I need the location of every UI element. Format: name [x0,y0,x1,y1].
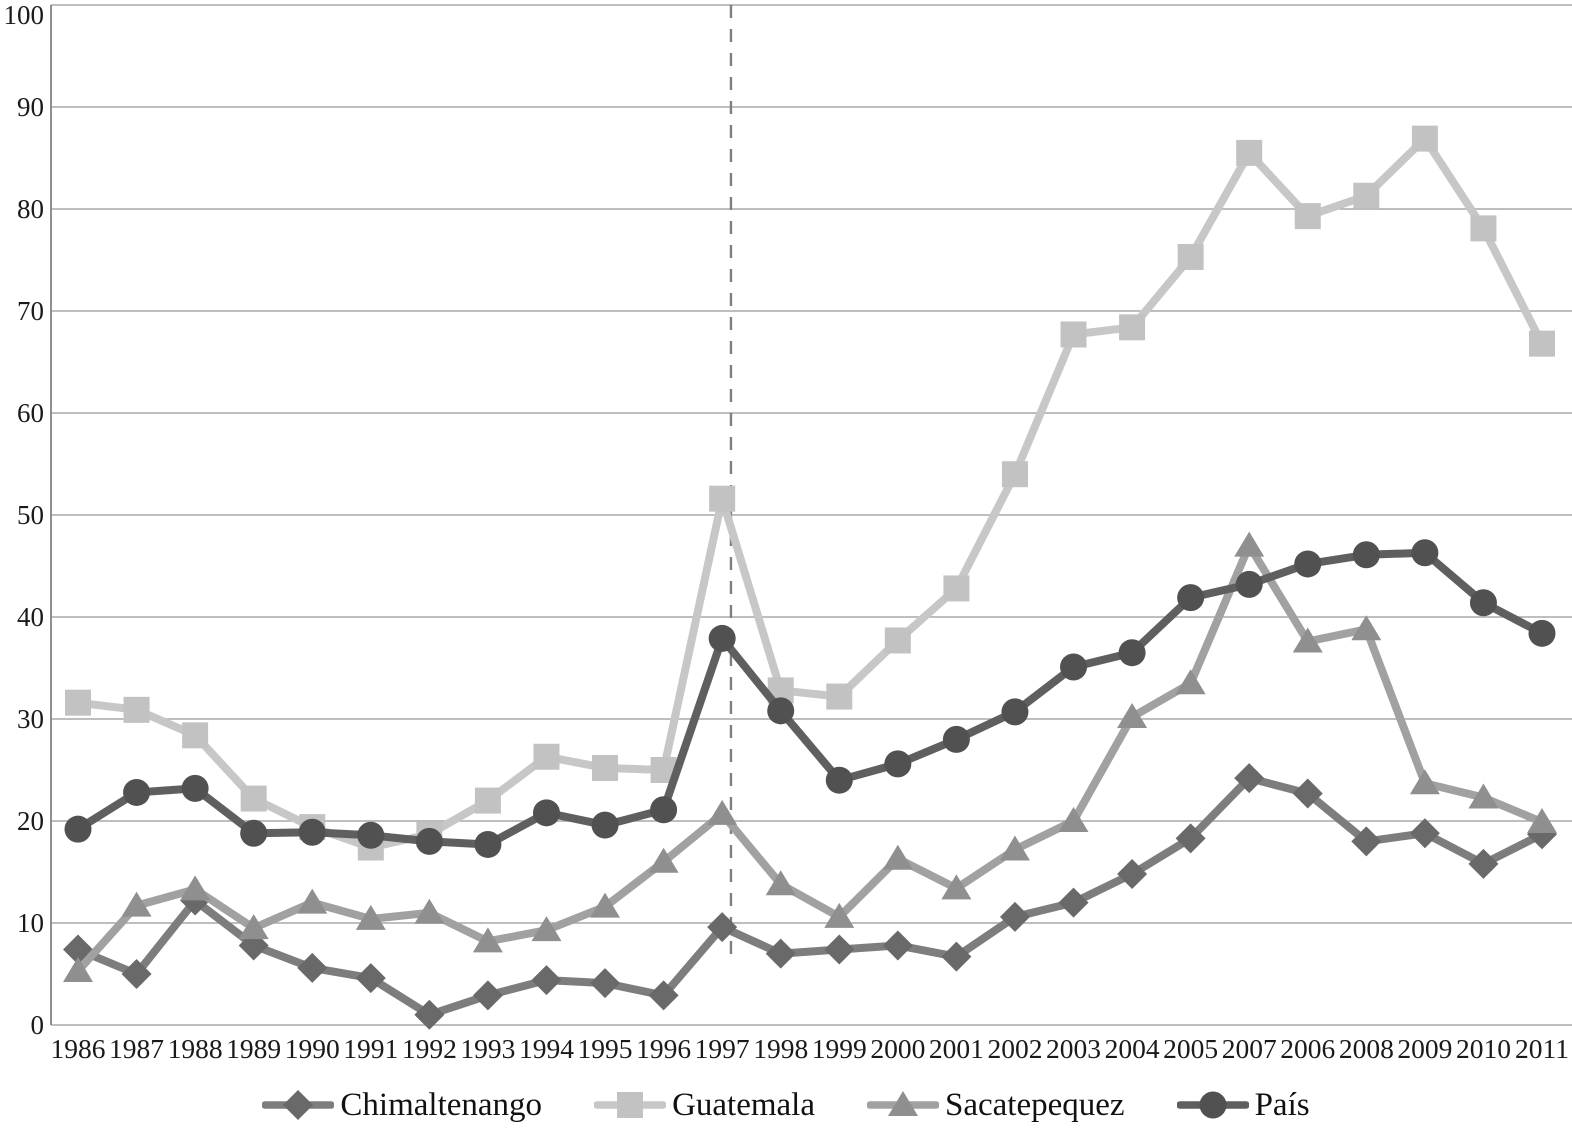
svg-text:2003: 2003 [1046,1033,1101,1064]
svg-text:1989: 1989 [226,1033,281,1064]
legend-item-sacatepequez: Sacatepequez [867,1086,1125,1124]
svg-text:1987: 1987 [109,1033,164,1064]
svg-text:2007: 2007 [1222,1033,1277,1064]
svg-text:20: 20 [17,806,44,836]
svg-text:50: 50 [17,500,44,530]
series-pas [64,539,1556,858]
svg-text:2009: 2009 [1397,1033,1452,1064]
legend-item-pas: País [1176,1086,1310,1124]
svg-text:2010: 2010 [1456,1033,1511,1064]
chart-legend: Chimaltenango Guatemala Sacatepequez País [0,1078,1572,1132]
svg-text:2002: 2002 [987,1033,1042,1064]
svg-text:2005: 2005 [1163,1033,1218,1064]
triangle-legend-marker-icon [867,1091,939,1116]
series-sacatepequez [63,531,1557,982]
series-markers-pas [64,539,1556,858]
svg-text:1995: 1995 [578,1033,633,1064]
series-chimaltenango [63,763,1557,1030]
svg-text:2001: 2001 [929,1033,984,1064]
svg-text:40: 40 [17,602,44,632]
legend-item-guatemala: Guatemala [594,1086,815,1124]
svg-text:30: 30 [17,704,44,734]
x-axis-tick-labels: 1986 1987 1988 1989 1990 1991 1992 1993 1994 1995… [51,1033,1569,1064]
svg-text:2011: 2011 [1515,1033,1569,1064]
circle-legend-marker-icon [1176,1091,1249,1119]
svg-text:2008: 2008 [1339,1033,1394,1064]
svg-text:70: 70 [17,296,44,326]
gridlines [51,4,1572,1026]
svg-text:100: 100 [4,0,45,30]
square-legend-marker-icon [594,1092,667,1118]
svg-text:10: 10 [17,908,44,938]
svg-text:1996: 1996 [636,1033,691,1064]
legend-label-pas: País [1254,1086,1310,1123]
svg-text:60: 60 [17,398,44,428]
svg-text:1986: 1986 [51,1033,106,1064]
legend-label-chimaltenango: Chimaltenango [340,1086,543,1123]
svg-text:1998: 1998 [753,1033,808,1064]
y-axis-tick-labels: 0 10 20 30 40 50 60 70 80 90 100 [4,0,45,1040]
svg-text:1990: 1990 [285,1033,340,1064]
svg-text:1991: 1991 [343,1033,398,1064]
legend-label-guatemala: Guatemala [672,1086,815,1123]
series-markers-chimaltenango [63,763,1557,1030]
series-line-sacatepequez [74,541,1546,975]
series-markers-sacatepequez [63,531,1557,982]
svg-text:1992: 1992 [402,1033,457,1064]
svg-text:2006: 2006 [1280,1033,1335,1064]
svg-text:1993: 1993 [460,1033,515,1064]
svg-text:80: 80 [17,194,44,224]
svg-text:0: 0 [31,1010,45,1040]
svg-text:1988: 1988 [168,1033,223,1064]
svg-text:1994: 1994 [519,1033,574,1064]
legend-item-chimaltenango: Chimaltenango [262,1086,542,1124]
svg-text:1997: 1997 [695,1033,750,1064]
legend-label-sacatepequez: Sacatepequez [945,1086,1125,1123]
svg-text:1999: 1999 [812,1033,867,1064]
diamond-legend-marker-icon [262,1090,335,1120]
svg-text:2000: 2000 [870,1033,925,1064]
svg-text:90: 90 [17,92,44,122]
svg-text:2004: 2004 [1105,1033,1160,1064]
